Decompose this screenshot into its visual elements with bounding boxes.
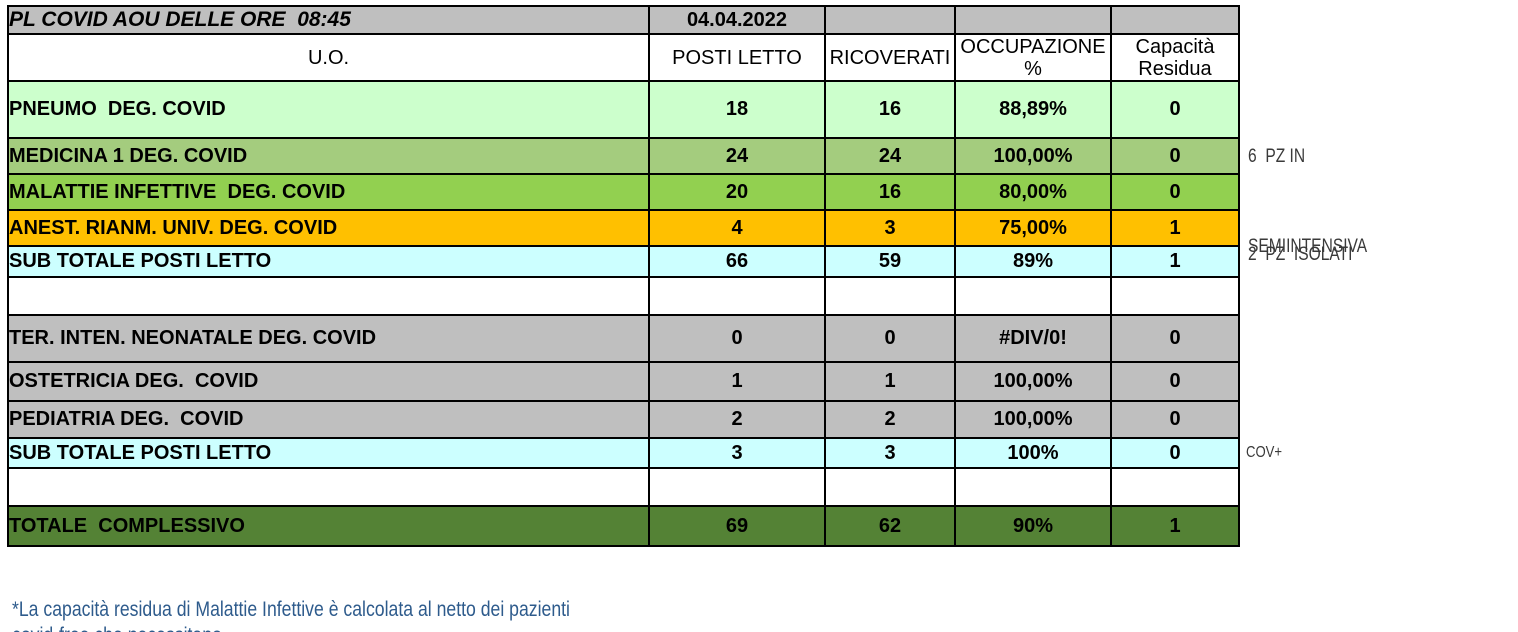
cell-posti-letto [648, 467, 826, 507]
cell-posti-letto: 4 [648, 209, 826, 247]
table-row: TER. INTEN. NEONATALE DEG. COVID 0 0 #DIV/0… [7, 314, 1240, 363]
table-row: PEDIATRIA DEG. COVID 2 2 100,00% 0 [7, 400, 1240, 439]
row-label: SUB TOTALE POSTI LETTO [7, 245, 650, 278]
table-row: ANEST. RIANM. UNIV. DEG. COVID 4 3 75,00% 1 [7, 209, 1240, 247]
cell-capacita-residua [1110, 467, 1240, 507]
cell-occupazione [954, 467, 1112, 507]
cell-posti-letto: 69 [648, 505, 826, 547]
cell-capacita-residua: 1 [1110, 245, 1240, 278]
cell-capacita-residua: 1 [1110, 209, 1240, 247]
cell-posti-letto: 20 [648, 173, 826, 211]
row-label: SUB TOTALE POSTI LETTO [7, 437, 650, 469]
footnote-line-2: covid-free che necessitano [12, 576, 262, 632]
cell-ricoverati: 2 [824, 400, 956, 439]
annotation-semiintensiva-line2: SEMIINTENSIVA [1248, 236, 1368, 257]
cell-occupazione [954, 276, 1112, 316]
cell-posti-letto: 0 [648, 314, 826, 363]
row-label: OSTETRICIA DEG. COVID [7, 361, 650, 402]
col-header-ricoverati: RICOVERATI [824, 33, 956, 82]
table-row: PNEUMO DEG. COVID 18 16 88,89% 0 [7, 80, 1240, 139]
annotation-semiintensiva-line1: 6 PZ IN [1248, 146, 1306, 167]
cell-capacita-residua: 0 [1110, 173, 1240, 211]
cell-occupazione: 90% [954, 505, 1112, 547]
cell-posti-letto: 3 [648, 437, 826, 469]
title-row-spacer [1110, 5, 1240, 35]
cell-posti-letto: 1 [648, 361, 826, 402]
row-label [7, 276, 650, 316]
footnote-line-2-text: covid-free che necessitano [12, 624, 222, 632]
row-label: MEDICINA 1 DEG. COVID [7, 137, 650, 175]
table-row: TOTALE COMPLESSIVO 69 62 90% 1 [7, 505, 1240, 547]
cell-ricoverati [824, 276, 956, 316]
row-label: PNEUMO DEG. COVID [7, 80, 650, 139]
annotation-isolati-text: 2 PZ ISOLATI [1248, 244, 1353, 265]
col-header-occupazione: OCCUPAZIONE % [954, 33, 1112, 82]
col-header-capacita-residua: Capacità Residua [1110, 33, 1240, 82]
col-header-posti-letto: POSTI LETTO [648, 33, 826, 82]
cell-ricoverati [824, 467, 956, 507]
cell-capacita-residua: 0 [1110, 437, 1240, 469]
cell-occupazione: 100,00% [954, 137, 1112, 175]
cell-occupazione: 80,00% [954, 173, 1112, 211]
cell-ricoverati: 3 [824, 209, 956, 247]
cell-ricoverati: 62 [824, 505, 956, 547]
cell-occupazione: #DIV/0! [954, 314, 1112, 363]
table-row: SUB TOTALE POSTI LETTO 3 3 100% 0 [7, 437, 1240, 469]
cell-occupazione: 100% [954, 437, 1112, 469]
row-label: TOTALE COMPLESSIVO [7, 505, 650, 547]
title-row-spacer [824, 5, 956, 35]
cell-capacita-residua: 0 [1110, 361, 1240, 402]
table-row: MALATTIE INFETTIVE DEG. COVID 20 16 80,00% 0 [7, 173, 1240, 211]
cell-ricoverati: 3 [824, 437, 956, 469]
cell-ricoverati: 1 [824, 361, 956, 402]
cell-posti-letto: 18 [648, 80, 826, 139]
footnote-line-3: di un posto letto in isolamento per altr… [42, 600, 572, 632]
cell-occupazione: 75,00% [954, 209, 1112, 247]
covid-table-body: PL COVID AOU DELLE ORE 08:45 04.04.2022 … [7, 5, 1240, 547]
cell-occupazione: 100,00% [954, 400, 1112, 439]
cell-posti-letto: 66 [648, 245, 826, 278]
title-row-spacer [954, 5, 1112, 35]
cell-ricoverati: 16 [824, 80, 956, 139]
cell-capacita-residua: 0 [1110, 314, 1240, 363]
row-label: ANEST. RIANM. UNIV. DEG. COVID [7, 209, 650, 247]
cell-capacita-residua: 0 [1110, 80, 1240, 139]
table-row-empty [7, 276, 1240, 316]
cell-occupazione: 88,89% [954, 80, 1112, 139]
annotation-cov-plus: COV+ [1246, 408, 1290, 498]
table-row: OSTETRICIA DEG. COVID 1 1 100,00% 0 [7, 361, 1240, 402]
cell-posti-letto [648, 276, 826, 316]
cell-occupazione: 100,00% [954, 361, 1112, 402]
table-row: SUB TOTALE POSTI LETTO 66 59 89% 1 [7, 245, 1240, 278]
cell-ricoverati: 24 [824, 137, 956, 175]
table-row-empty [7, 467, 1240, 507]
cell-posti-letto: 24 [648, 137, 826, 175]
annotation-cov-plus-text: COV+ [1246, 444, 1283, 461]
footnote-line-1: *La capacità residua di Malattie Infetti… [12, 550, 676, 632]
row-label: MALATTIE INFETTIVE DEG. COVID [7, 173, 650, 211]
table-title: PL COVID AOU DELLE ORE 08:45 [7, 5, 650, 35]
cell-ricoverati: 59 [824, 245, 956, 278]
cell-capacita-residua: 0 [1110, 137, 1240, 175]
col-header-uo: U.O. [7, 33, 650, 82]
title-row: PL COVID AOU DELLE ORE 08:45 04.04.2022 [7, 5, 1240, 35]
annotation-semiintensiva: 6 PZ IN SEMIINTENSIVA [1248, 82, 1393, 322]
column-header-row: U.O. POSTI LETTO RICOVERATI OCCUPAZIONE … [7, 33, 1240, 82]
footnote-line-1-text: *La capacità residua di Malattie Infetti… [12, 598, 570, 621]
cell-ricoverati: 16 [824, 173, 956, 211]
cell-capacita-residua: 0 [1110, 400, 1240, 439]
cell-occupazione: 89% [954, 245, 1112, 278]
row-label: TER. INTEN. NEONATALE DEG. COVID [7, 314, 650, 363]
covid-bed-table: PL COVID AOU DELLE ORE 08:45 04.04.2022 … [7, 5, 1240, 547]
row-label [7, 467, 650, 507]
table-row: MEDICINA 1 DEG. COVID 24 24 100,00% 0 [7, 137, 1240, 175]
cell-capacita-residua [1110, 276, 1240, 316]
cell-capacita-residua: 1 [1110, 505, 1240, 547]
row-label: PEDIATRIA DEG. COVID [7, 400, 650, 439]
report-date: 04.04.2022 [648, 5, 826, 35]
cell-posti-letto: 2 [648, 400, 826, 439]
cell-ricoverati: 0 [824, 314, 956, 363]
annotation-isolati: 2 PZ ISOLATI [1248, 180, 1375, 330]
